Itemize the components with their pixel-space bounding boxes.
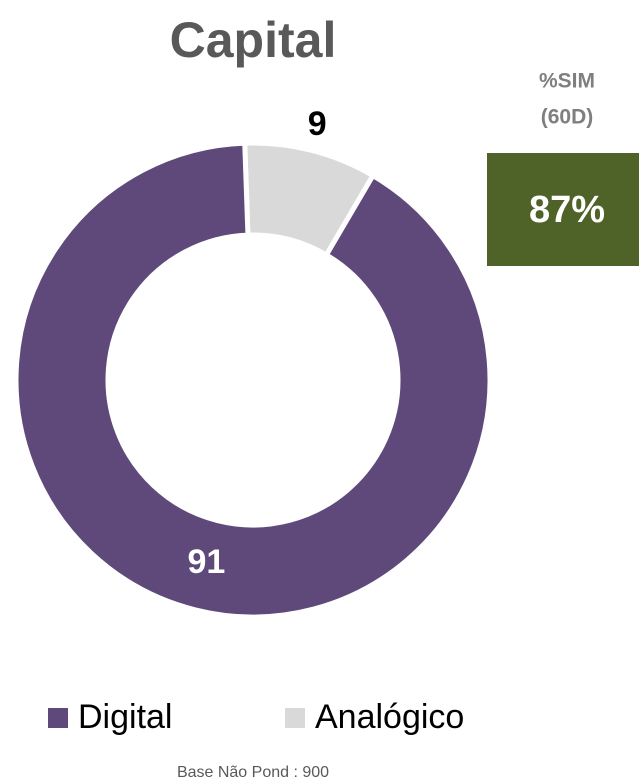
legend-swatch xyxy=(48,708,68,728)
legend-swatch xyxy=(285,708,305,728)
legend-label: Analógico xyxy=(315,698,464,736)
footer: Base Não Pond : 900 xyxy=(177,764,329,781)
data-label: 91 xyxy=(187,543,225,581)
chart-title: Capital xyxy=(170,12,337,68)
kpi-box xyxy=(487,153,639,266)
kpi-value: 87% xyxy=(529,189,605,231)
slice xyxy=(13,140,493,620)
box-title: (60D) xyxy=(541,106,594,129)
legend-label: Digital xyxy=(78,698,172,736)
data-label: 9 xyxy=(308,105,327,143)
box-title: %SIM xyxy=(539,70,595,93)
